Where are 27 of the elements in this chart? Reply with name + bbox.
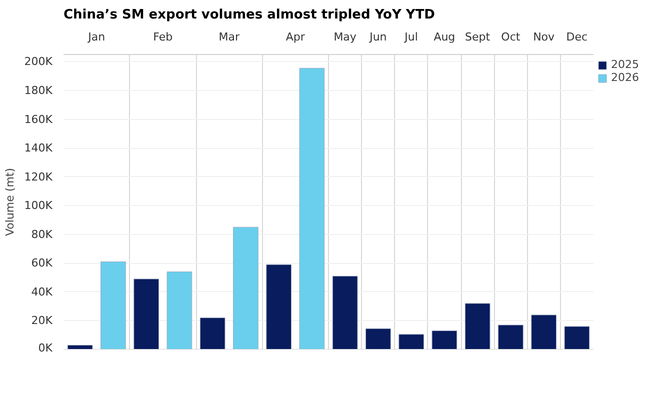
x-tick-label: Dec: [566, 30, 588, 44]
y-tick-label: 20K: [31, 314, 54, 328]
y-tick-label: 120K: [24, 170, 54, 184]
x-tick-label: Jun: [368, 30, 387, 44]
x-tick-label: Feb: [153, 30, 173, 44]
x-tick-label: Jul: [404, 30, 418, 44]
legend-label: 2026: [611, 71, 639, 84]
x-tick-label: May: [334, 30, 357, 44]
y-axis-title: Volume (mt): [3, 168, 16, 236]
x-tick-label: Aug: [434, 30, 456, 44]
y-tick-label: 60K: [31, 256, 54, 270]
legend-label: 2025: [611, 58, 639, 71]
x-tick-label: Sept: [465, 30, 491, 44]
y-tick-label: 0K: [38, 342, 54, 354]
x-tick-label: Apr: [286, 30, 306, 44]
x-tick-label: Mar: [218, 30, 240, 44]
y-tick-label: 80K: [31, 228, 54, 241]
y-tick-label: 160K: [24, 112, 54, 126]
y-tick-label: 180K: [24, 84, 54, 97]
y-tick-label: 100K: [24, 199, 54, 212]
y-tick-label: 40K: [31, 285, 54, 298]
chart-title: China’s SM export volumes almost tripled YoY YTD: [64, 8, 436, 22]
x-tick-label: Nov: [533, 30, 556, 44]
x-tick-label: Oct: [501, 30, 521, 44]
x-tick-label: Jan: [87, 30, 106, 44]
y-tick-label: 140K: [24, 142, 54, 155]
y-tick-label: 200K: [24, 55, 54, 68]
